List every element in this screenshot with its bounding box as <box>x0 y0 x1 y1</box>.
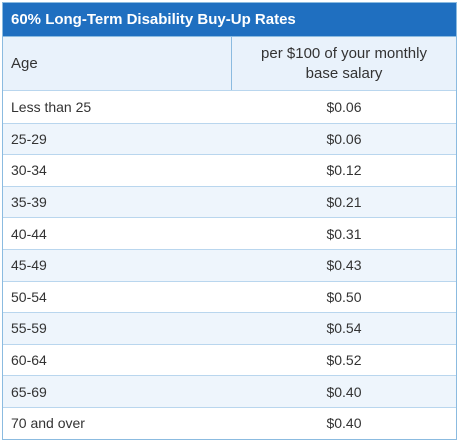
age-cell: 40-44 <box>11 225 47 242</box>
column-header-rate: per $100 of your monthly base salary <box>261 44 427 82</box>
table-row: 25-29 $0.06 <box>3 122 456 155</box>
rate-cell: $0.50 <box>326 288 362 305</box>
age-cell: 45-49 <box>11 257 47 274</box>
age-cell: 30-34 <box>11 162 47 179</box>
rate-cell: $0.40 <box>326 415 362 432</box>
table-row: 40-44 $0.31 <box>3 217 456 249</box>
rate-cell: $0.31 <box>326 225 362 242</box>
table-row: 50-54 $0.50 <box>3 280 456 313</box>
age-cell: 70 and over <box>11 415 85 432</box>
age-cell: 35-39 <box>11 194 47 211</box>
table-header-row: Age per $100 of your monthly base salary <box>3 36 456 91</box>
table-row: 70 and over $0.40 <box>3 406 456 439</box>
rate-cell: $0.52 <box>326 352 362 369</box>
rate-cell: $0.06 <box>326 98 362 115</box>
column-header-age: Age <box>3 37 232 90</box>
age-cell: Less than 25 <box>11 98 92 115</box>
rate-cell: $0.43 <box>326 257 362 274</box>
table-row: Less than 25 $0.06 <box>3 91 456 123</box>
rate-cell: $0.40 <box>326 383 362 400</box>
table-row: 45-49 $0.43 <box>3 248 456 281</box>
age-cell: 60-64 <box>11 352 47 369</box>
age-cell: 65-69 <box>11 383 47 400</box>
table-row: 60-64 $0.52 <box>3 343 456 376</box>
rate-cell: $0.12 <box>326 162 362 179</box>
table-row: 65-69 $0.40 <box>3 375 456 407</box>
table-row: 35-39 $0.21 <box>3 185 456 218</box>
age-cell: 25-29 <box>11 130 47 147</box>
table-row: 55-59 $0.54 <box>3 312 456 344</box>
rate-cell: $0.21 <box>326 194 362 211</box>
age-cell: 55-59 <box>11 320 47 337</box>
age-cell: 50-54 <box>11 288 47 305</box>
table-row: 30-34 $0.12 <box>3 154 456 186</box>
table-body: Less than 25 $0.06 25-29 $0.06 30-34 $0.… <box>3 91 456 439</box>
rate-cell: $0.06 <box>326 130 362 147</box>
rate-cell: $0.54 <box>326 320 362 337</box>
table-title: 60% Long-Term Disability Buy-Up Rates <box>3 3 456 36</box>
